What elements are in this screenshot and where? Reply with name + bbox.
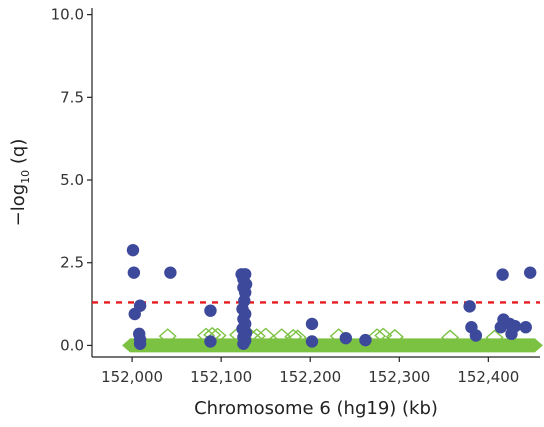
x-tick-label: 152,300 (368, 368, 430, 386)
significant-point (305, 317, 319, 331)
significant-point (204, 335, 217, 348)
nonsignificant-point (196, 327, 216, 344)
x-tick-label: 152,000 (101, 368, 163, 386)
significant-point (339, 331, 353, 345)
nonsignificant-point (272, 328, 291, 345)
x-tick-label: 152,200 (279, 368, 341, 386)
significant-point (524, 266, 537, 279)
significant-point (126, 243, 140, 257)
background-band (122, 338, 543, 353)
nonsignificant-point (288, 329, 307, 346)
x-tick-label: 152,400 (457, 368, 519, 386)
y-tick-label: 5.0 (60, 171, 84, 189)
nonsignificant-point (158, 328, 177, 345)
nonsignificant-series (158, 326, 504, 346)
x-axis-title: Chromosome 6 (hg19) (kb) (194, 398, 438, 419)
significant-point (505, 327, 518, 341)
y-axis: 0.0 2.5 5.0 7.5 10.0 (51, 6, 93, 357)
nonsignificant-point (247, 328, 266, 345)
y-tick-label: 10.0 (51, 6, 84, 24)
y-tick-label: 0.0 (60, 336, 84, 354)
nonsignificant-point (284, 328, 303, 345)
significant-point (469, 329, 483, 342)
y-tick-label: 7.5 (60, 88, 84, 106)
significant-series (126, 243, 537, 350)
significant-point (127, 266, 141, 279)
nonsignificant-band (122, 338, 543, 353)
x-tick-label: 152,100 (190, 368, 252, 386)
significant-point (133, 299, 147, 312)
nonsignificant-point (367, 328, 387, 345)
y-axis-title-prefix: −log (8, 184, 29, 227)
significant-point (463, 300, 476, 313)
nonsignificant-point (385, 328, 404, 345)
y-tick-label: 2.5 (60, 254, 84, 272)
y-axis-title-subscript: 10 (19, 170, 32, 184)
significant-point (133, 337, 147, 350)
y-axis-title: −log10 (q) (8, 139, 32, 227)
significant-point (359, 333, 372, 347)
y-axis-title-suffix: (q) (8, 139, 29, 170)
significant-point (164, 266, 177, 279)
significant-point (305, 335, 319, 348)
nonsignificant-point (374, 327, 393, 344)
significant-point (204, 304, 217, 317)
significant-point (519, 321, 532, 334)
nonsignificant-point (440, 329, 460, 346)
nonsignificant-point (485, 329, 504, 346)
x-axis: 152,000 152,100 152,200 152,300 152,400 (92, 356, 540, 386)
significant-point (237, 337, 250, 350)
significant-point (496, 268, 509, 281)
